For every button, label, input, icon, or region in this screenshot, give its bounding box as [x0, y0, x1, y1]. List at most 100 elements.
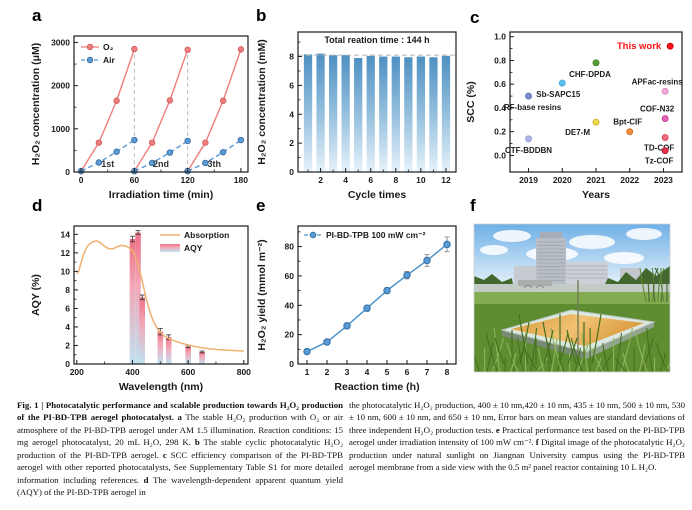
svg-text:2000: 2000 [51, 81, 70, 91]
svg-text:2: 2 [289, 138, 294, 148]
panel-a-chart: 0 60 120 180 0 1000 2000 3000 Irradiation time (… [30, 35, 249, 201]
data-point [237, 46, 245, 53]
bar [341, 55, 350, 172]
bar [316, 53, 325, 172]
svg-text:4: 4 [343, 175, 348, 185]
svg-text:DE7-M: DE7-M [565, 128, 590, 137]
caption-segment: c [162, 449, 167, 460]
panel-f: f [460, 196, 692, 402]
caption-segment: The stable H₂O₂ production with O₂ or ai… [17, 412, 344, 448]
data-point [202, 159, 209, 167]
svg-text:4: 4 [365, 367, 370, 377]
panel-a-letter: a [32, 6, 42, 25]
bar [165, 337, 172, 364]
data-point [131, 136, 138, 144]
bar [391, 56, 400, 172]
grass-blade [485, 332, 499, 372]
caption-segment: f [535, 437, 539, 448]
grass-blade [646, 327, 653, 372]
svg-text:2nd: 2nd [153, 159, 169, 169]
o2-series [77, 45, 245, 175]
bar [303, 54, 313, 172]
grass-blade [558, 357, 565, 372]
cloud [626, 228, 662, 240]
svg-text:0: 0 [79, 175, 84, 185]
caption-segment: Digital image of the photocatalytic H₂O₂… [349, 437, 685, 473]
svg-text:0: 0 [289, 167, 294, 177]
data-point [303, 347, 311, 356]
grass-blade [614, 357, 627, 372]
svg-text:AQY: AQY [184, 243, 203, 253]
panel-c-letter: c [470, 8, 480, 27]
svg-text:12: 12 [61, 248, 71, 258]
grass-blade [574, 347, 582, 372]
svg-text:Bpt-CIF: Bpt-CIF [613, 118, 642, 127]
caption-segment: a [177, 412, 182, 423]
air-series [77, 136, 245, 175]
data-point [363, 304, 371, 312]
data-point [202, 139, 209, 146]
scatter-point [661, 115, 669, 123]
scatter-point [626, 128, 634, 136]
caption-segment: The wavelength-dependent apparent quantu… [17, 474, 343, 498]
bar [429, 57, 438, 172]
grass-blade [570, 337, 584, 372]
svg-text:0.4: 0.4 [494, 103, 506, 113]
legend-marker [86, 43, 94, 51]
svg-text:1000: 1000 [51, 124, 70, 134]
svg-text:10: 10 [416, 175, 426, 185]
grass-blade [602, 342, 609, 372]
svg-text:4: 4 [289, 109, 294, 119]
svg-text:0: 0 [289, 359, 294, 369]
svg-text:Air: Air [103, 55, 116, 65]
grass-blade [635, 332, 648, 372]
svg-text:3000: 3000 [51, 37, 70, 47]
svg-text:2023: 2023 [654, 175, 673, 185]
svg-text:12: 12 [441, 175, 451, 185]
legend-marker [86, 56, 94, 64]
grass-blade [519, 321, 530, 365]
cloud [480, 245, 508, 255]
grass-blade [491, 337, 504, 372]
bar [366, 55, 375, 172]
svg-text:2019: 2019 [519, 175, 538, 185]
scatter-point [661, 147, 669, 155]
data-point [148, 159, 156, 167]
svg-text:PI-BD-TPB 100 mW cm⁻²: PI-BD-TPB 100 mW cm⁻² [326, 230, 426, 240]
bridge [518, 280, 552, 286]
svg-text:2: 2 [325, 367, 330, 377]
data-point [166, 97, 174, 104]
grass-blade [526, 352, 539, 372]
grass-blade [494, 337, 505, 365]
grass-blade [566, 329, 577, 365]
grass-blade [622, 352, 630, 372]
bar [139, 297, 145, 364]
svg-text:40: 40 [285, 300, 295, 310]
panel-e-letter: e [256, 196, 266, 215]
caption-segment: Practical performance test based on the … [349, 424, 685, 448]
svg-text:80: 80 [285, 242, 295, 252]
svg-text:800: 800 [237, 367, 251, 377]
svg-text:8: 8 [289, 52, 294, 62]
svg-text:2020: 2020 [553, 175, 572, 185]
panel-b-chart: 2 4 6 8 10 12 0 2 4 6 8 Cycle times H₂O₂ concentrati… [256, 31, 457, 201]
svg-text:Absorption: Absorption [184, 230, 229, 240]
svg-text:CTF-BDDBN: CTF-BDDBN [505, 146, 552, 155]
data-point [148, 139, 156, 146]
svg-text:200: 200 [70, 367, 84, 377]
scatter-point [592, 118, 600, 126]
caption-segment: e [495, 424, 500, 435]
data-point [95, 159, 103, 166]
data-point [184, 46, 191, 54]
grass-blade [493, 327, 501, 372]
svg-text:400: 400 [125, 367, 139, 377]
data-point [443, 240, 451, 249]
svg-text:8: 8 [393, 175, 398, 185]
svg-text:60: 60 [285, 271, 295, 281]
data-point [166, 149, 174, 156]
grass-blade [615, 332, 623, 372]
panel-b-letter: b [256, 6, 267, 25]
grass-blade [556, 332, 569, 372]
grass-blade [591, 313, 602, 365]
